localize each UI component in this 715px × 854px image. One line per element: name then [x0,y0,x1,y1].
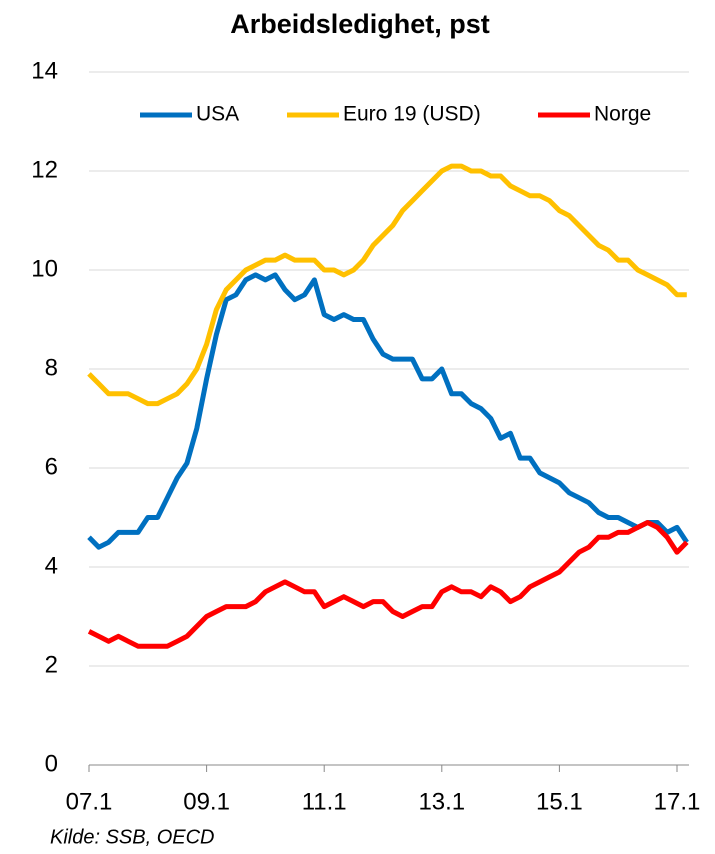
y-tick-label: 0 [45,750,58,777]
x-tick-label: 07.1 [66,788,113,815]
source: Kilde: SSB, OECD [50,826,215,848]
x-tick-label: 13.1 [418,788,465,815]
series-line [87,163,687,407]
x-tick-label: 15.1 [536,788,583,815]
legend-label: Euro 19 (USD) [343,103,481,126]
series-line [87,520,689,649]
y-tick-label: 14 [31,57,58,84]
y-tick-label: 6 [45,453,58,480]
chart-title: Arbeidsledighet, pst [230,9,490,39]
x-tick-label: 17.1 [654,788,701,815]
y-tick-label: 4 [45,552,58,579]
legend-label: Norge [594,103,651,126]
y-tick-label: 2 [45,651,58,678]
x-tick-label: 09.1 [183,788,230,815]
y-tick-label: 8 [45,354,58,381]
legend-label: USA [196,103,239,126]
series-line [87,272,689,550]
x-tick-label: 11.1 [302,788,347,815]
y-tick-label: 10 [31,255,58,282]
y-tick-label: 12 [31,156,58,183]
